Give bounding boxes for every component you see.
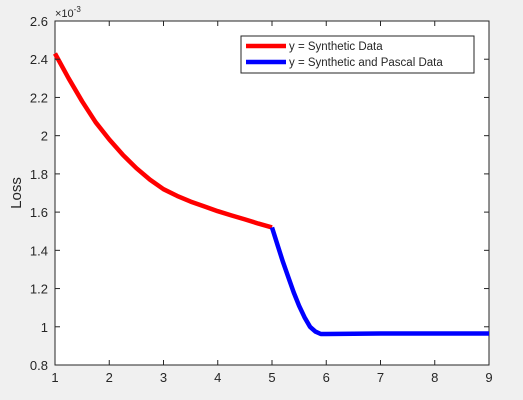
y-axis-exponent-power: -3 <box>74 5 82 14</box>
plot-area <box>54 20 490 366</box>
y-tick-label: 1.6 <box>30 205 48 220</box>
y-axis-exponent: ×10-3 <box>55 5 81 20</box>
series-line-2 <box>269 226 489 337</box>
y-tick-label: 2.6 <box>30 14 48 29</box>
y-tick-label: 2 <box>41 129 48 144</box>
legend: y = Synthetic Data y = Synthetic and Pasc… <box>240 35 475 74</box>
legend-box <box>240 35 475 74</box>
y-tick-label: 1.4 <box>30 243 48 258</box>
x-tick-label: 8 <box>431 370 438 385</box>
x-tick-label: 2 <box>106 370 113 385</box>
legend-label-1: y = Synthetic Data <box>289 41 383 53</box>
x-tick-label: 4 <box>214 370 221 385</box>
y-tick-label: 1.2 <box>30 282 48 297</box>
series-line-1 <box>53 52 273 230</box>
x-tick-label: 3 <box>160 370 167 385</box>
x-tick-label: 1 <box>51 370 58 385</box>
y-tick-label: 2.4 <box>30 52 48 67</box>
x-axis: 1 2 3 4 5 6 7 8 9 <box>51 21 493 385</box>
x-tick-label: 5 <box>268 370 275 385</box>
x-tick-label: 7 <box>377 370 384 385</box>
y-tick-label: 2.2 <box>30 90 48 105</box>
legend-label-2: y = Synthetic and Pascal Data <box>289 57 443 69</box>
y-tick-label: 0.8 <box>30 358 48 373</box>
y-axis-label: Loss <box>8 177 25 209</box>
series-layer <box>53 52 489 337</box>
x-tick-label: 6 <box>323 370 330 385</box>
y-axis: 0.8 1 1.2 1.4 1.6 1.8 2 2.2 2.4 2.6 <box>30 14 489 373</box>
x-tick-label: 9 <box>485 370 492 385</box>
y-tick-label: 1.8 <box>30 167 48 182</box>
y-tick-label: 1 <box>41 320 48 335</box>
